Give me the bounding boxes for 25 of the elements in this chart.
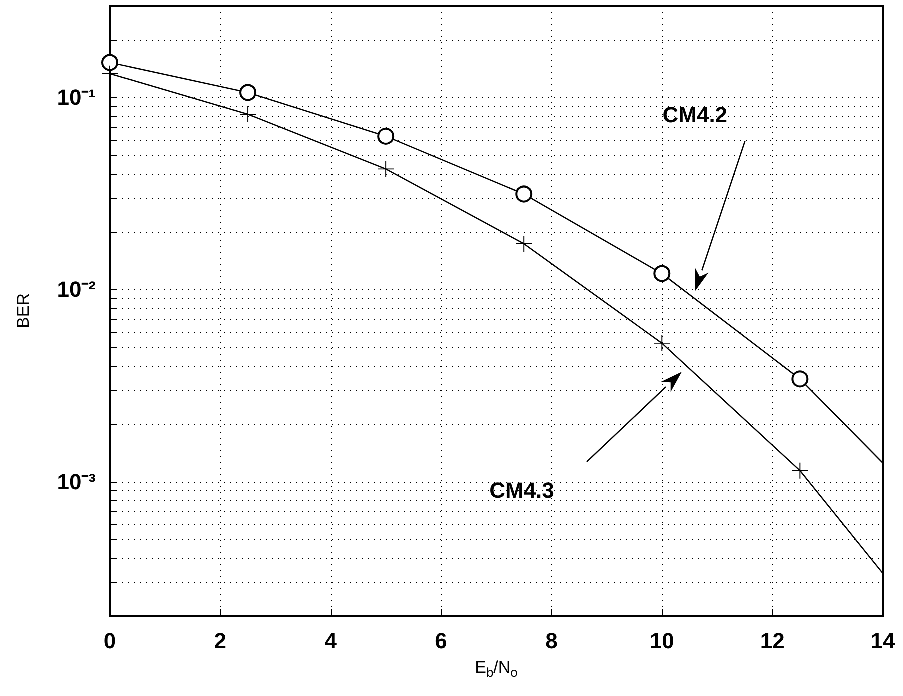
- point: [654, 335, 670, 352]
- annotation: CM4.3: [490, 478, 554, 503]
- y-tick-label: 10⁻¹: [57, 85, 96, 110]
- point: [792, 370, 809, 388]
- point: [378, 161, 394, 178]
- point: [102, 54, 118, 72]
- annotation: CM4.2: [662, 102, 728, 128]
- x-tick-label: 0: [104, 628, 116, 654]
- x-tick-label: 10: [650, 628, 674, 654]
- x-tick-label: 6: [435, 628, 448, 654]
- point: [654, 265, 671, 282]
- point: [240, 84, 257, 102]
- point: [240, 106, 256, 122]
- y-tick-label: 10⁻²: [57, 277, 96, 302]
- x-tick-label: 14: [870, 628, 896, 654]
- x-tick-label: 4: [324, 628, 338, 654]
- point: [792, 462, 808, 479]
- y-tick-label: 10⁻³: [57, 469, 96, 494]
- point: [378, 128, 395, 145]
- point: [516, 236, 532, 252]
- x-tick-label: 12: [760, 628, 785, 654]
- y-axis-title: BER: [14, 294, 33, 328]
- point: [516, 186, 533, 203]
- x-tick-label: 8: [546, 628, 558, 654]
- x-tick-label: 2: [214, 628, 227, 654]
